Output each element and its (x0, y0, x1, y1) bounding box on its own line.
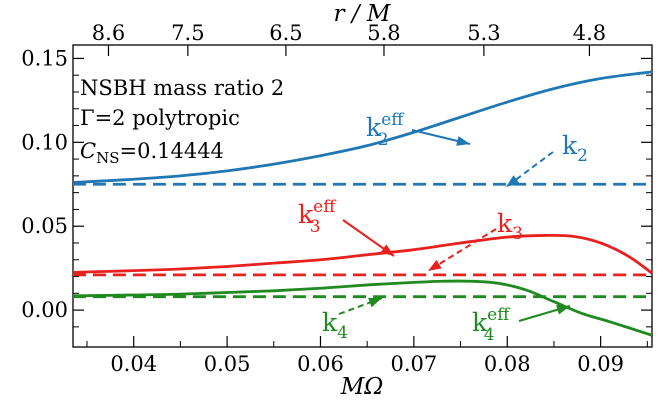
curve-label-k2: k2 (562, 131, 588, 166)
x-tick-label: 0.05 (204, 352, 251, 376)
top-tick-label: 8.6 (92, 21, 125, 45)
series-layer (72, 70, 653, 337)
top-tick-label: 6.5 (269, 21, 302, 45)
plot-frame (72, 44, 653, 348)
top-tick-label: 5.3 (467, 21, 500, 45)
y-tick-label: 0.05 (21, 214, 68, 238)
x-tick-label: 0.09 (577, 352, 624, 376)
top-tick-label: 4.8 (573, 21, 606, 45)
arrowhead-k4eff (556, 304, 570, 315)
top-axis-label: r / M (334, 1, 392, 27)
arrow-k3 (427, 228, 497, 272)
top-tick-label: 5.8 (367, 21, 400, 45)
x-tick-label: 0.04 (110, 352, 157, 376)
curve-label-k3eff: keff 3 (298, 197, 337, 237)
y-tick-label: 0.00 (21, 298, 68, 322)
series-line-k4eff (72, 279, 653, 337)
ticks-layer: 0.04 0.05 0.06 0.07 0.08 0.09 0.00 0.05 0.10 0.15… (21, 21, 652, 376)
arrow-k4 (338, 297, 383, 315)
x-tick-label: 0.07 (390, 352, 437, 376)
series-line-k2eff (72, 70, 653, 184)
arrowhead-k4 (368, 297, 382, 308)
arrowhead-k3 (428, 259, 442, 271)
curve-label-k4: k4 (322, 308, 348, 343)
arrowhead-k2eff (456, 136, 470, 146)
top-tick-label: 7.5 (171, 21, 204, 45)
annotation-line-3: CNS=0.14444 (80, 139, 224, 167)
annotation-line-1: NSBH mass ratio 2 (80, 76, 284, 100)
arrowhead-k3eff (380, 244, 394, 256)
annotation-line-2: Γ=2 polytropic (80, 106, 240, 130)
x-tick-label: 0.06 (297, 352, 344, 376)
y-tick-label: 0.10 (21, 130, 68, 154)
arrowhead-k2 (506, 175, 520, 187)
curve-label-k2eff: keff 2 (366, 110, 405, 150)
y-tick-label: 0.15 (21, 46, 68, 70)
series-line-k3eff (72, 233, 653, 275)
curve-label-k3: k3 (497, 209, 523, 244)
x-axis-label: MΩ (340, 374, 384, 400)
arrows-layer (338, 129, 571, 322)
curve-label-k4eff: keff 4 (472, 305, 511, 345)
x-tick-label: 0.08 (484, 352, 531, 376)
labels-layer: keff 2 k2 keff 3 k3 k4 keff 4 (298, 110, 588, 345)
